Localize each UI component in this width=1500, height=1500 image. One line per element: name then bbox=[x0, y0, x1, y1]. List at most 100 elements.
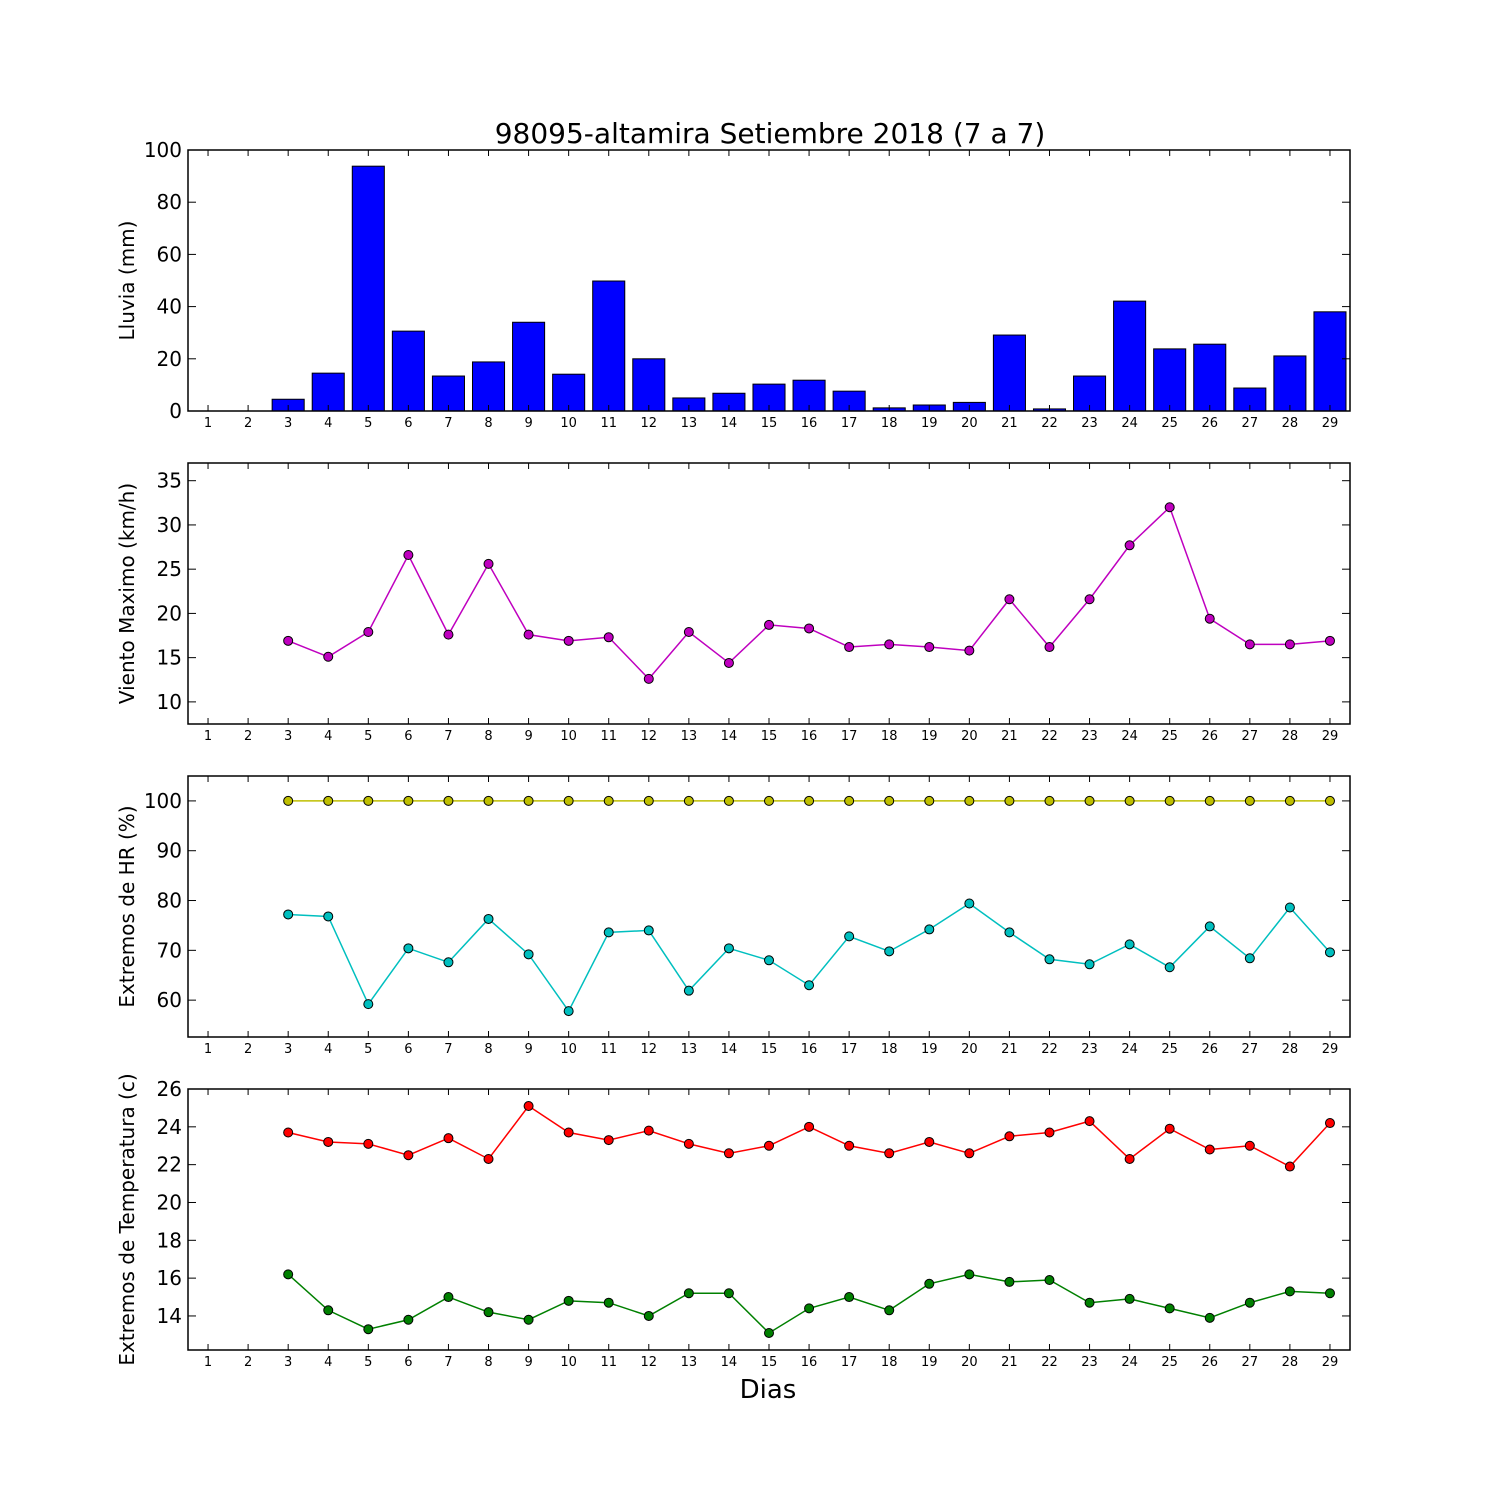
wind-x-tick-label: 13 bbox=[681, 729, 698, 744]
wind-y-tick-label: 10 bbox=[157, 690, 182, 714]
temperature-x-tick-label: 6 bbox=[404, 1355, 412, 1370]
temperature-x-tick-label: 20 bbox=[961, 1355, 978, 1370]
rain-x-tick-label: 19 bbox=[921, 416, 938, 431]
wind-series-1-point-day-9 bbox=[523, 629, 534, 640]
rain-x-tick-label: 10 bbox=[560, 416, 577, 431]
panel-wind: 1 2 3 4 5 6 7 8 9 10 11 12 13 14 15 16 17 18 19 20 21 22 23 24 2… bbox=[115, 462, 1351, 744]
rain-x-tick-label: 18 bbox=[881, 416, 898, 431]
wind-x-tick-label: 23 bbox=[1081, 729, 1098, 744]
wind-series-1-point-day-26 bbox=[1204, 613, 1215, 624]
temperature-series-2-point-day-10 bbox=[563, 1295, 574, 1306]
humidity-series-1-point-day-28 bbox=[1284, 795, 1295, 806]
rain-x-tick-label: 23 bbox=[1081, 416, 1098, 431]
rain-x-tick-label: 15 bbox=[761, 416, 778, 431]
rain-y-tick-label: 40 bbox=[157, 295, 182, 319]
temperature-x-tick-label: 2 bbox=[244, 1355, 252, 1370]
temperature-x-tick-label: 24 bbox=[1121, 1355, 1138, 1370]
humidity-series-2-point-day-11 bbox=[603, 927, 614, 938]
temperature-series-2-point-day-3 bbox=[283, 1269, 294, 1280]
temperature-series-2-point-day-8 bbox=[483, 1307, 494, 1318]
humidity-series-1-point-day-17 bbox=[844, 795, 855, 806]
humidity-series-1-point-day-23 bbox=[1084, 795, 1095, 806]
temperature-series-1-point-day-4 bbox=[323, 1136, 334, 1147]
wind-series-1-point-day-28 bbox=[1284, 639, 1295, 650]
humidity-series-2-point-day-17 bbox=[844, 931, 855, 942]
humidity-x-tick-label: 3 bbox=[284, 1042, 292, 1057]
wind-series-1-point-day-15 bbox=[764, 619, 774, 630]
temperature-x-tick-label: 28 bbox=[1282, 1355, 1299, 1370]
temperature-x-tick-label: 23 bbox=[1081, 1355, 1098, 1370]
wind-series-1-point-day-12 bbox=[643, 673, 654, 684]
wind-series-1-point-day-13 bbox=[683, 626, 694, 637]
temperature-series-1-point-day-13 bbox=[683, 1138, 694, 1149]
wind-x-tick-label: 15 bbox=[761, 729, 778, 744]
wind-series-1-point-day-6 bbox=[403, 550, 414, 561]
humidity-x-tick-label: 23 bbox=[1081, 1042, 1098, 1057]
wind-y-tick-label: 25 bbox=[157, 557, 182, 581]
temperature-series-1-point-day-10 bbox=[563, 1127, 574, 1138]
humidity-x-tick-label: 6 bbox=[404, 1042, 412, 1057]
humidity-series-2-point-day-16 bbox=[804, 980, 815, 991]
temperature-series-2-point-day-6 bbox=[403, 1314, 414, 1325]
temperature-series-2-point-day-20 bbox=[964, 1269, 975, 1280]
temperature-x-tick-label: 8 bbox=[484, 1355, 492, 1370]
temperature-x-tick-label: 3 bbox=[284, 1355, 292, 1370]
humidity-x-tick-label: 28 bbox=[1282, 1042, 1299, 1057]
humidity-series-2-point-day-23 bbox=[1084, 959, 1095, 970]
temperature-series-2-point-day-29 bbox=[1324, 1288, 1335, 1299]
humidity-series-2-point-day-19 bbox=[924, 924, 935, 935]
humidity-x-tick-label: 1 bbox=[204, 1042, 212, 1057]
humidity-series-1-point-day-21 bbox=[1004, 795, 1015, 806]
temperature-series-2-point-day-16 bbox=[804, 1303, 815, 1314]
humidity-x-tick-label: 16 bbox=[801, 1042, 818, 1057]
temperature-series-2-point-day-12 bbox=[643, 1310, 654, 1321]
panel-humidity: 1 2 3 4 5 6 7 8 9 10 11 12 13 14 15 16 17 18 19 20 21 22 23 24 2… bbox=[115, 775, 1351, 1057]
wind-series-1-point-day-23 bbox=[1084, 594, 1095, 605]
humidity-x-tick-label: 24 bbox=[1121, 1042, 1138, 1057]
humidity-series-2-point-day-12 bbox=[643, 925, 654, 936]
humidity-series-1-point-day-6 bbox=[403, 795, 414, 806]
wind-x-tick-label: 10 bbox=[560, 729, 577, 744]
humidity-series-1-point-day-22 bbox=[1044, 795, 1055, 806]
bar-day-24 bbox=[1113, 300, 1147, 412]
temperature-x-tick-label: 13 bbox=[681, 1355, 698, 1370]
rain-x-tick-label: 8 bbox=[484, 416, 492, 431]
temperature-y-tick-label: 16 bbox=[157, 1266, 182, 1290]
humidity-series-2-point-day-20 bbox=[964, 898, 975, 909]
wind-y-axis-label: Viento Maximo (km/h) bbox=[115, 483, 139, 704]
temperature-series-2-point-day-23 bbox=[1084, 1297, 1095, 1308]
temperature-series-1-point-day-25 bbox=[1164, 1123, 1175, 1134]
wind-x-tick-label: 1 bbox=[204, 729, 212, 744]
wind-y-tick-label: 20 bbox=[157, 601, 182, 625]
temperature-series-2-point-day-27 bbox=[1244, 1297, 1255, 1308]
humidity-x-tick-label: 10 bbox=[560, 1042, 577, 1057]
temperature-x-tick-label: 7 bbox=[444, 1355, 452, 1370]
temperature-series-1-point-day-20 bbox=[964, 1148, 975, 1159]
humidity-series-2-point-day-8 bbox=[483, 913, 494, 924]
humidity-series-1-point-day-5 bbox=[363, 795, 374, 806]
rain-y-tick-label: 20 bbox=[157, 347, 182, 371]
temperature-x-tick-label: 25 bbox=[1161, 1355, 1178, 1370]
wind-x-tick-label: 29 bbox=[1322, 729, 1339, 744]
rain-x-tick-label: 14 bbox=[721, 416, 738, 431]
temperature-x-tick-label: 15 bbox=[761, 1355, 778, 1370]
humidity-series-1-point-day-10 bbox=[563, 795, 574, 806]
wind-series-1-point-day-29 bbox=[1324, 635, 1335, 646]
temperature-y-tick-label: 14 bbox=[157, 1304, 182, 1328]
temperature-series-1-point-day-14 bbox=[723, 1148, 734, 1159]
wind-x-tick-label: 3 bbox=[284, 729, 292, 744]
humidity-x-tick-label: 17 bbox=[841, 1042, 858, 1057]
bar-day-21 bbox=[992, 334, 1026, 412]
wind-x-tick-label: 9 bbox=[524, 729, 532, 744]
humidity-x-tick-label: 18 bbox=[881, 1042, 898, 1057]
bar-day-11 bbox=[592, 280, 626, 412]
temperature-series-1-point-day-16 bbox=[804, 1121, 815, 1132]
temperature-x-tick-label: 18 bbox=[881, 1355, 898, 1370]
bar-day-10 bbox=[552, 373, 586, 412]
wind-x-tick-label: 19 bbox=[921, 729, 938, 744]
temperature-series-1-point-day-11 bbox=[603, 1135, 614, 1146]
wind-x-tick-label: 27 bbox=[1242, 729, 1259, 744]
wind-series-1-point-day-14 bbox=[723, 657, 734, 668]
